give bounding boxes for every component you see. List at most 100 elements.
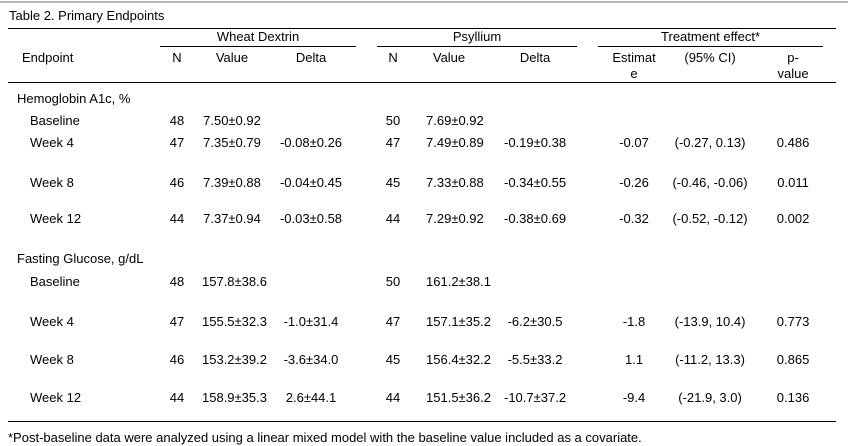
cell-ci [670, 270, 750, 293]
cell-estimate [598, 270, 670, 293]
cell-wd-value: 153.2±39.2 [202, 352, 267, 367]
cell-ps-delta: -0.34±0.55 [503, 175, 567, 190]
cell-ci: (-13.9, 10.4) [674, 314, 746, 329]
cell-wd-value: 7.35±0.79 [203, 135, 261, 150]
spanner-wheat-dextrin-cell: Wheat Dextrin [152, 29, 360, 47]
row-label: Week 4 [30, 135, 74, 150]
cell-ps-n: 50 [385, 274, 401, 289]
spanner-header-row: Wheat Dextrin Psyllium Treatment effect* [8, 29, 836, 48]
col-header-n-wheat: N [152, 47, 202, 83]
cell-ps-n: 45 [385, 175, 401, 190]
table-row-hba1c-baseline: Baseline 48 7.50±0.92 50 7.69±0.92 [8, 110, 836, 132]
table-row-glucose-week4: Week 4 47 155.5±32.3 -1.0±31.4 47 157.1±… [8, 293, 836, 333]
cell-wd-value: 155.5±32.3 [202, 314, 267, 329]
cell-ps-n: 47 [385, 314, 401, 329]
column-header-row: Endpoint N Value Delta N Value Delta Est… [8, 47, 837, 83]
cell-pvalue [750, 270, 836, 293]
page-top-border [0, 1, 848, 3]
table-row-hba1c-week12: Week 12 44 7.37±0.94 -0.03±0.58 44 7.29±… [8, 194, 836, 230]
section-title-glucose: Fasting Glucose, g/dL [17, 251, 144, 266]
cell-ps-value: 157.1±35.2 [426, 314, 491, 329]
cell-wd-n: 47 [169, 314, 185, 329]
cell-wd-value: 158.9±35.3 [202, 390, 267, 405]
cell-wd-n: 44 [169, 211, 185, 226]
bottom-rule-row [8, 409, 837, 422]
cell-ps-value: 156.4±32.2 [426, 352, 491, 367]
cell-estimate: -0.26 [619, 175, 649, 190]
bottom-rule [8, 409, 837, 422]
spanner-treatment-effect: Treatment effect* [598, 29, 824, 47]
cell-wd-value: 157.8±38.6 [202, 274, 267, 289]
cell-pvalue: 0.011 [777, 175, 809, 190]
cell-estimate [598, 110, 670, 132]
cell-wd-n: 46 [169, 352, 185, 367]
col-header-delta-wheat: Delta [262, 47, 361, 83]
cell-ci [670, 110, 750, 132]
cell-estimate: 1.1 [624, 352, 644, 367]
table-title: Table 2. Primary Endpoints [9, 8, 165, 23]
cell-wd-delta: -0.03±0.58 [279, 211, 343, 226]
cell-ps-delta: -10.7±37.2 [503, 390, 567, 405]
cell-wd-value: 7.39±0.88 [203, 175, 261, 190]
col-header-endpoint: Endpoint [8, 47, 152, 83]
cell-wd-delta [262, 270, 360, 293]
table-row-glucose-week8: Week 8 46 153.2±39.2 -3.6±34.0 45 156.4±… [8, 333, 836, 371]
row-label: Baseline [30, 274, 80, 289]
table-row-glucose-week12: Week 12 44 158.9±35.3 2.6±44.1 44 151.5±… [8, 371, 836, 409]
row-label: Week 4 [30, 314, 74, 329]
cell-ps-delta: -0.38±0.69 [503, 211, 567, 226]
cell-estimate: -9.4 [622, 390, 646, 405]
cell-estimate: -0.07 [619, 135, 649, 150]
cell-ci: (-0.52, -0.12) [672, 211, 748, 226]
cell-pvalue: 0.136 [776, 390, 810, 405]
cell-wd-delta: -0.04±0.45 [279, 175, 343, 190]
table-row-hba1c-week4: Week 4 47 7.35±0.79 -0.08±0.26 47 7.49±0… [8, 132, 836, 154]
cell-ps-delta: -6.2±30.5 [507, 314, 563, 329]
cell-wd-n: 44 [169, 390, 185, 405]
cell-pvalue: 0.865 [776, 352, 810, 367]
cell-ps-n: 44 [385, 211, 401, 226]
cell-ps-value: 151.5±36.2 [426, 390, 491, 405]
spanner-treatment-effect-cell: Treatment effect* [598, 29, 836, 47]
col-header-pvalue: p- value [750, 47, 837, 83]
row-label: Week 12 [30, 390, 82, 405]
spanner-wheat-dextrin: Wheat Dextrin [160, 29, 357, 47]
col-header-value-wheat: Value [202, 47, 262, 83]
table-row-hba1c-week8: Week 8 46 7.39±0.88 -0.04±0.45 45 7.33±0… [8, 154, 836, 194]
row-label: Week 8 [30, 352, 74, 367]
col-header-ci: (95% CI) [670, 47, 751, 83]
cell-ps-value: 161.2±38.1 [426, 274, 491, 289]
cell-ps-delta: -5.5±33.2 [507, 352, 563, 367]
cell-ci: (-21.9, 3.0) [678, 390, 742, 405]
row-label: Week 8 [30, 175, 74, 190]
cell-ps-n: 44 [385, 390, 401, 405]
col-header-n-psyllium: N [360, 47, 427, 83]
row-label: Week 12 [30, 211, 82, 226]
cell-wd-delta: 2.6±44.1 [285, 390, 337, 405]
col-header-estimate: Estimat e [598, 47, 671, 83]
cell-ci: (-11.2, 13.3) [675, 352, 745, 367]
cell-wd-n: 48 [169, 113, 185, 128]
section-header-row-glucose: Fasting Glucose, g/dL [8, 230, 836, 270]
cell-estimate: -1.8 [622, 314, 646, 329]
col-header-value-psyllium: Value [426, 47, 473, 83]
cell-wd-value: 7.50±0.92 [203, 113, 261, 128]
section-header-row-hba1c: Hemoglobin A1c, % [8, 83, 836, 111]
primary-endpoints-table: Wheat Dextrin Psyllium Treatment effect*… [8, 28, 837, 422]
cell-ps-value: 7.33±0.88 [426, 175, 484, 190]
cell-ci: (-0.27, 0.13) [674, 135, 746, 150]
cell-estimate: -0.32 [619, 211, 649, 226]
cell-ps-n: 45 [385, 352, 401, 367]
cell-pvalue: 0.002 [776, 211, 810, 226]
table-row-glucose-baseline: Baseline 48 157.8±38.6 50 161.2±38.1 [8, 270, 836, 293]
cell-ps-value: 7.29±0.92 [426, 211, 484, 226]
spanner-empty-cell [8, 29, 152, 48]
cell-wd-value: 7.37±0.94 [203, 211, 261, 226]
cell-wd-delta: -0.08±0.26 [279, 135, 343, 150]
row-label: Baseline [30, 113, 80, 128]
cell-wd-delta [262, 110, 360, 132]
cell-ps-value: 7.69±0.92 [426, 113, 484, 128]
cell-ci: (-0.46, -0.06) [672, 175, 748, 190]
spanner-psyllium-cell: Psyllium [360, 29, 598, 47]
